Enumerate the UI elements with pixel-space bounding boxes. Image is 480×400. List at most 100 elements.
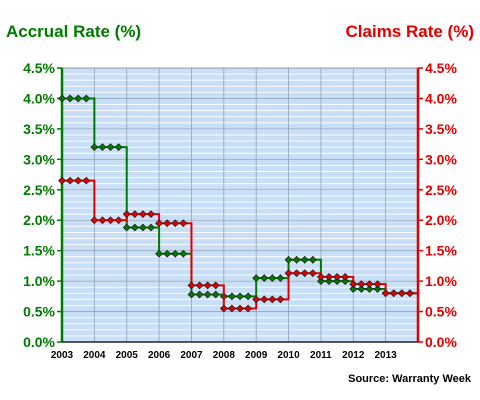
- data-point-right: [203, 281, 212, 290]
- left-tick-label: 3.5%: [23, 121, 55, 137]
- data-point-left: [252, 274, 261, 282]
- series-right: [58, 176, 418, 313]
- x-tick-label: 2005: [116, 350, 139, 361]
- data-point-right: [292, 269, 301, 278]
- right-tick-label: 3.5%: [425, 121, 457, 137]
- x-tick-label: 2009: [245, 350, 268, 361]
- data-point-right: [130, 210, 139, 219]
- right-tick-label: 1.0%: [425, 273, 457, 289]
- left-tick-label: 2.0%: [23, 212, 55, 228]
- data-point-left: [317, 277, 325, 286]
- data-point-right: [284, 269, 293, 278]
- data-point-left: [171, 249, 180, 258]
- left-tick-label: 0.0%: [23, 334, 55, 350]
- data-point-left: [228, 292, 236, 301]
- data-point-right: [90, 216, 99, 225]
- data-point-left: [260, 274, 269, 282]
- data-point-left: [349, 285, 358, 293]
- data-point-right: [74, 176, 83, 185]
- x-tick-label: 2003: [51, 350, 74, 361]
- right-tick-label: 0.5%: [425, 304, 457, 320]
- right-tick-labels: 0.0% 0.5% 1.0% 1.5% 2.0% 2.5% 3.0% 3.5% 4.0% 4.5%: [425, 60, 457, 350]
- left-tick-label: 2.5%: [23, 182, 55, 198]
- data-point-right: [406, 289, 414, 298]
- right-tick-marks: [418, 67, 423, 343]
- data-point-left: [341, 277, 350, 286]
- data-point-left: [74, 94, 83, 103]
- data-point-left: [244, 292, 252, 301]
- data-point-left: [90, 143, 99, 152]
- left-tick-label: 4.5%: [23, 60, 55, 76]
- left-tick-label: 4.0%: [23, 90, 55, 106]
- data-point-right: [187, 281, 196, 290]
- left-axis-title: Accrual Rate (%): [6, 22, 141, 41]
- left-tick-labels: 0.0% 0.5% 1.0% 1.5% 2.0% 2.5% 3.0% 3.5% 4.0% 4.5%: [23, 60, 55, 350]
- data-point-right: [333, 272, 341, 281]
- data-point-left: [155, 249, 163, 258]
- right-tick-label: 1.5%: [425, 243, 457, 259]
- left-tick-label: 0.5%: [23, 304, 55, 320]
- data-point-left: [147, 223, 155, 232]
- right-axis-title: Claims Rate (%): [346, 22, 474, 41]
- data-point-left: [276, 274, 285, 282]
- x-tick-label: 2006: [148, 350, 171, 361]
- data-point-right: [114, 216, 123, 225]
- data-point-right: [276, 295, 285, 304]
- x-tick-label: 2013: [375, 350, 398, 361]
- data-point-left: [365, 285, 374, 293]
- data-point-left: [139, 223, 147, 232]
- data-point-left: [187, 290, 196, 299]
- data-point-left: [325, 277, 333, 286]
- plot-background: [62, 68, 418, 342]
- data-point-right: [106, 216, 115, 225]
- x-tick-label: 2007: [180, 350, 203, 361]
- data-point-right: [163, 219, 172, 228]
- x-tick-labels: 2003 2004 2005 2006 2007 2008 2009 2010 2011 2012…: [51, 350, 397, 361]
- data-point-right: [122, 210, 131, 219]
- data-point-right: [357, 280, 366, 289]
- data-point-right: [228, 304, 236, 313]
- left-tick-label: 1.5%: [23, 243, 55, 259]
- right-tick-label: 4.5%: [425, 60, 457, 76]
- data-point-right: [397, 289, 406, 298]
- data-point-left: [179, 249, 188, 258]
- data-point-right: [389, 289, 398, 298]
- left-tick-label: 3.0%: [23, 151, 55, 167]
- data-point-left: [66, 94, 74, 103]
- source-note: Source: Warranty Week: [348, 373, 472, 385]
- data-point-left: [130, 223, 139, 232]
- data-point-left: [357, 285, 366, 293]
- data-point-left: [163, 249, 172, 258]
- data-point-right: [308, 269, 317, 278]
- data-point-left: [284, 255, 293, 264]
- data-point-left: [211, 290, 220, 299]
- data-point-left: [292, 255, 301, 264]
- data-point-right: [171, 219, 180, 228]
- data-point-right: [341, 272, 350, 281]
- x-tick-label: 2008: [213, 350, 236, 361]
- data-point-left: [122, 223, 131, 232]
- data-point-right: [139, 210, 147, 219]
- x-tick-label: 2011: [310, 350, 332, 361]
- data-point-left: [333, 277, 341, 286]
- data-point-right: [195, 281, 204, 290]
- data-point-right: [244, 304, 252, 313]
- data-point-left: [308, 255, 317, 264]
- data-point-right: [260, 295, 269, 304]
- data-point-right: [147, 210, 155, 219]
- data-point-right: [82, 176, 91, 185]
- data-point-left: [114, 143, 123, 152]
- data-point-right: [58, 176, 66, 185]
- data-point-right: [252, 295, 261, 304]
- data-point-left: [373, 285, 382, 293]
- data-point-left: [268, 274, 277, 282]
- data-point-right: [373, 280, 382, 289]
- data-point-right: [236, 304, 244, 313]
- series-layer: [58, 94, 418, 313]
- x-tick-label: 2004: [83, 350, 106, 361]
- data-point-right: [179, 219, 188, 228]
- right-tick-label: 2.5%: [425, 182, 457, 198]
- data-point-right: [317, 272, 325, 281]
- right-tick-label: 2.0%: [425, 212, 457, 228]
- data-point-right: [66, 176, 74, 185]
